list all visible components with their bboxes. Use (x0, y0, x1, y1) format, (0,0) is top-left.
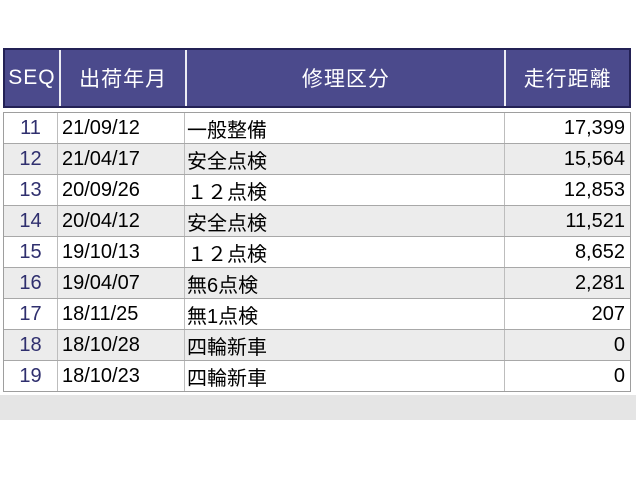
cell-repair-category: 安全点検 (185, 144, 505, 174)
cell-repair-category: １２点検 (185, 175, 505, 205)
table-row: 18 18/10/28 四輪新車 0 (4, 330, 630, 361)
cell-mileage: 0 (613, 364, 625, 387)
table-row: 11 21/09/12 一般整備 17,399 (4, 113, 630, 144)
cell-mileage: 15,564 (563, 147, 625, 170)
cell-repair-category: 一般整備 (185, 113, 505, 143)
cell-ship-date: 21/04/17 (58, 144, 185, 174)
cell-mileage: 12,853 (563, 178, 625, 201)
table-row: 17 18/11/25 無1点検 207 (4, 299, 630, 330)
cell-repair-category: 安全点検 (185, 206, 505, 236)
cell-mileage: 207 (591, 302, 625, 325)
table-row: 15 19/10/13 １２点検 8,652 (4, 237, 630, 268)
cell-ship-date: 19/04/07 (58, 268, 185, 298)
cell-ship-date: 20/09/26 (58, 175, 185, 205)
footer-band (0, 395, 636, 420)
table-row: 19 18/10/23 四輪新車 0 (4, 361, 630, 391)
column-header-repair-category: 修理区分 (185, 50, 504, 106)
cell-seq: 13 (4, 175, 58, 205)
table-row: 14 20/04/12 安全点検 11,521 (4, 206, 630, 237)
cell-seq: 15 (4, 237, 58, 267)
cell-repair-category: 無6点検 (185, 268, 505, 298)
table-row: 12 21/04/17 安全点検 15,564 (4, 144, 630, 175)
cell-seq: 14 (4, 206, 58, 236)
cell-seq: 19 (4, 361, 58, 391)
cell-mileage: 0 (613, 333, 625, 356)
cell-seq: 16 (4, 268, 58, 298)
cell-mileage: 17,399 (563, 116, 625, 139)
cell-ship-date: 20/04/12 (58, 206, 185, 236)
column-header-ship-date: 出荷年月 (58, 50, 186, 106)
cell-seq: 12 (4, 144, 58, 174)
table-row: 16 19/04/07 無6点検 2,281 (4, 268, 630, 299)
cell-ship-date: 18/11/25 (58, 299, 185, 329)
table-row: 13 20/09/26 １２点検 12,853 (4, 175, 630, 206)
cell-ship-date: 21/09/12 (58, 113, 185, 143)
cell-ship-date: 19/10/13 (58, 237, 185, 267)
table-header-row: SEQ 出荷年月 修理区分 走行距離 (3, 48, 631, 108)
cell-ship-date: 18/10/23 (58, 361, 185, 391)
cell-repair-category: 無1点検 (185, 299, 505, 329)
cell-seq: 17 (4, 299, 58, 329)
cell-mileage: 11,521 (565, 209, 625, 232)
cell-ship-date: 18/10/28 (58, 330, 185, 360)
cell-repair-category: 四輪新車 (185, 330, 505, 360)
cell-repair-category: １２点検 (185, 237, 505, 267)
cell-mileage: 8,652 (574, 240, 625, 263)
table-body: 11 21/09/12 一般整備 17,399 12 21/04/17 安全点検… (3, 112, 631, 392)
cell-seq: 11 (4, 113, 58, 143)
cell-repair-category: 四輪新車 (185, 361, 505, 391)
cell-seq: 18 (4, 330, 58, 360)
cell-mileage: 2,281 (574, 271, 625, 294)
column-header-mileage: 走行距離 (504, 50, 629, 106)
column-header-seq: SEQ (8, 66, 56, 89)
